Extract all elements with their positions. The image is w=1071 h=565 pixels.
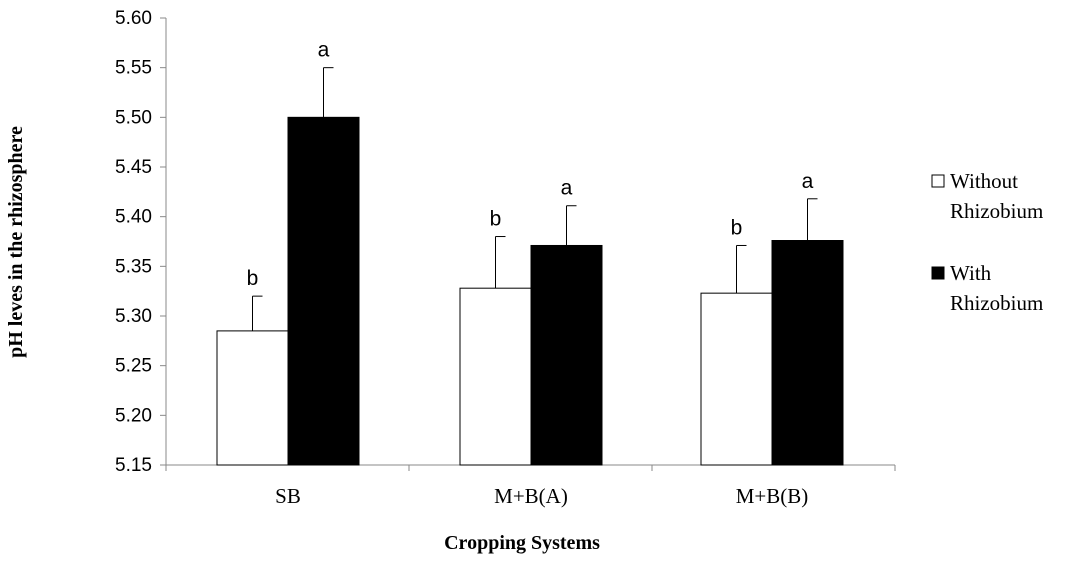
- bar-with-rhizobium: [287, 116, 360, 466]
- x-category-label: SB: [275, 484, 301, 508]
- legend-label: Without: [950, 169, 1018, 193]
- significance-letter: a: [802, 170, 814, 193]
- legend-swatch: [931, 174, 945, 188]
- x-category-label: M+B(B): [736, 484, 809, 508]
- y-tick-label: 5.35: [115, 256, 152, 277]
- legend-swatch: [931, 266, 945, 280]
- legend: Without Rhizobium With Rhizobium: [931, 169, 1043, 315]
- significance-letter: b: [247, 267, 259, 290]
- x-axis-title: Cropping Systems: [444, 532, 600, 554]
- legend-label: Rhizobium: [950, 199, 1043, 223]
- y-axis: 5.15 5.20 5.25 5.30 5.35 5.40 5.45 5.50 5.55 5.60: [115, 8, 167, 476]
- y-tick-label: 5.20: [115, 405, 152, 426]
- significance-letter: b: [490, 208, 502, 231]
- y-tick-label: 5.15: [115, 455, 152, 476]
- y-axis-title: pH leves in the rhizosphere: [5, 126, 27, 358]
- y-tick-label: 5.45: [115, 157, 152, 178]
- x-axis: SB M+B(A) M+B(B): [165, 464, 896, 508]
- bar-without-rhizobium: [700, 292, 773, 466]
- significance-letter: b: [731, 216, 743, 239]
- y-tick-label: 5.55: [115, 58, 152, 79]
- bars: b b b a a a: [216, 39, 844, 466]
- significance-letter: a: [561, 177, 573, 200]
- x-category-label: M+B(A): [494, 484, 568, 508]
- significance-letter: a: [318, 39, 330, 62]
- y-tick-label: 5.40: [115, 207, 152, 228]
- bar-with-rhizobium: [530, 244, 603, 466]
- y-tick-label: 5.30: [115, 306, 152, 327]
- legend-label: With: [950, 261, 992, 285]
- bar-without-rhizobium: [459, 287, 532, 466]
- bar-with-rhizobium: [771, 240, 844, 466]
- bar-without-rhizobium: [216, 330, 289, 466]
- legend-label: Rhizobium: [950, 291, 1043, 315]
- y-tick-label: 5.60: [115, 8, 152, 29]
- y-tick-label: 5.50: [115, 107, 152, 128]
- y-tick-label: 5.25: [115, 356, 152, 377]
